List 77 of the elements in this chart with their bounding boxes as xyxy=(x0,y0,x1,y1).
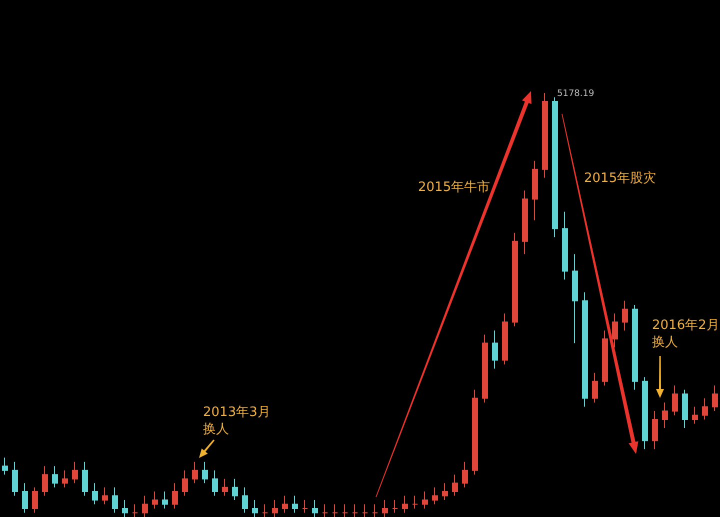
candlestick xyxy=(172,482,178,510)
candlestick xyxy=(562,211,568,280)
candlestick xyxy=(532,160,538,221)
candlestick xyxy=(42,466,48,496)
candlestick xyxy=(652,410,658,450)
annotation: 5178.19 xyxy=(557,89,594,99)
candlestick xyxy=(182,470,188,496)
candlestick xyxy=(642,376,648,450)
candlestick xyxy=(502,312,508,365)
candlestick xyxy=(472,389,478,476)
candlestick xyxy=(82,461,88,496)
candlestick xyxy=(162,491,168,510)
candlestick xyxy=(252,500,258,517)
candlestick xyxy=(132,504,138,517)
candlestick xyxy=(402,495,408,514)
candlestick xyxy=(522,190,528,255)
candlestick xyxy=(102,486,108,505)
candlestick xyxy=(222,478,228,496)
candlestick xyxy=(362,504,368,517)
candlestick xyxy=(122,500,128,517)
candlestick xyxy=(2,457,8,476)
candlestick xyxy=(312,500,318,517)
candlestick xyxy=(482,334,488,404)
candlestick xyxy=(262,504,268,517)
candlestick xyxy=(452,474,458,496)
annotation: 2016年2月换人 xyxy=(652,317,720,351)
candlestick xyxy=(292,495,298,514)
candlestick xyxy=(232,478,238,501)
candlestick xyxy=(62,470,68,488)
candlestick xyxy=(422,491,428,510)
candlestick xyxy=(382,500,388,517)
candlestick xyxy=(612,312,618,348)
candlestick xyxy=(672,385,678,416)
candlestick xyxy=(442,482,448,501)
candlestick xyxy=(32,486,38,514)
candlestick xyxy=(352,504,358,517)
candlestick xyxy=(372,504,378,517)
candlestick xyxy=(202,461,208,484)
candlestick xyxy=(542,92,548,178)
annotation: 2013年3月换人 xyxy=(203,404,272,438)
candlestick xyxy=(552,96,558,238)
candlestick xyxy=(322,504,328,517)
candlestick xyxy=(242,486,248,514)
candlestick xyxy=(712,385,718,412)
candlestick xyxy=(192,461,198,484)
candlestick xyxy=(492,330,498,370)
candlestick xyxy=(302,500,308,514)
candlestick xyxy=(572,254,578,344)
candlestick xyxy=(92,482,98,505)
candlestick xyxy=(602,330,608,386)
candlestick xyxy=(72,461,78,484)
candlestick xyxy=(662,402,668,428)
candlestick xyxy=(432,486,438,505)
annotation: 2015年股灾 xyxy=(584,170,656,187)
candlestick xyxy=(12,461,18,496)
candlestick xyxy=(152,491,158,510)
candlestick xyxy=(462,461,468,488)
candlestick xyxy=(392,500,398,514)
candlestick xyxy=(412,495,418,510)
candlestick xyxy=(692,406,698,424)
candlestick xyxy=(272,500,278,517)
candlestick xyxy=(702,398,708,420)
candlestick xyxy=(682,389,688,428)
candlestick xyxy=(622,300,628,331)
annotation: 2015年牛市 xyxy=(418,179,490,196)
candlestick xyxy=(142,495,148,517)
candlestick xyxy=(52,466,58,488)
candlestick xyxy=(282,495,288,514)
candlestick xyxy=(632,304,638,390)
candlestick xyxy=(22,482,28,514)
candlestick xyxy=(212,470,218,496)
candlestick xyxy=(332,504,338,517)
candlestick xyxy=(592,372,598,404)
candlestick xyxy=(582,292,588,408)
candlestick xyxy=(512,232,518,327)
candlestick xyxy=(112,486,118,514)
candlestick xyxy=(342,504,348,517)
